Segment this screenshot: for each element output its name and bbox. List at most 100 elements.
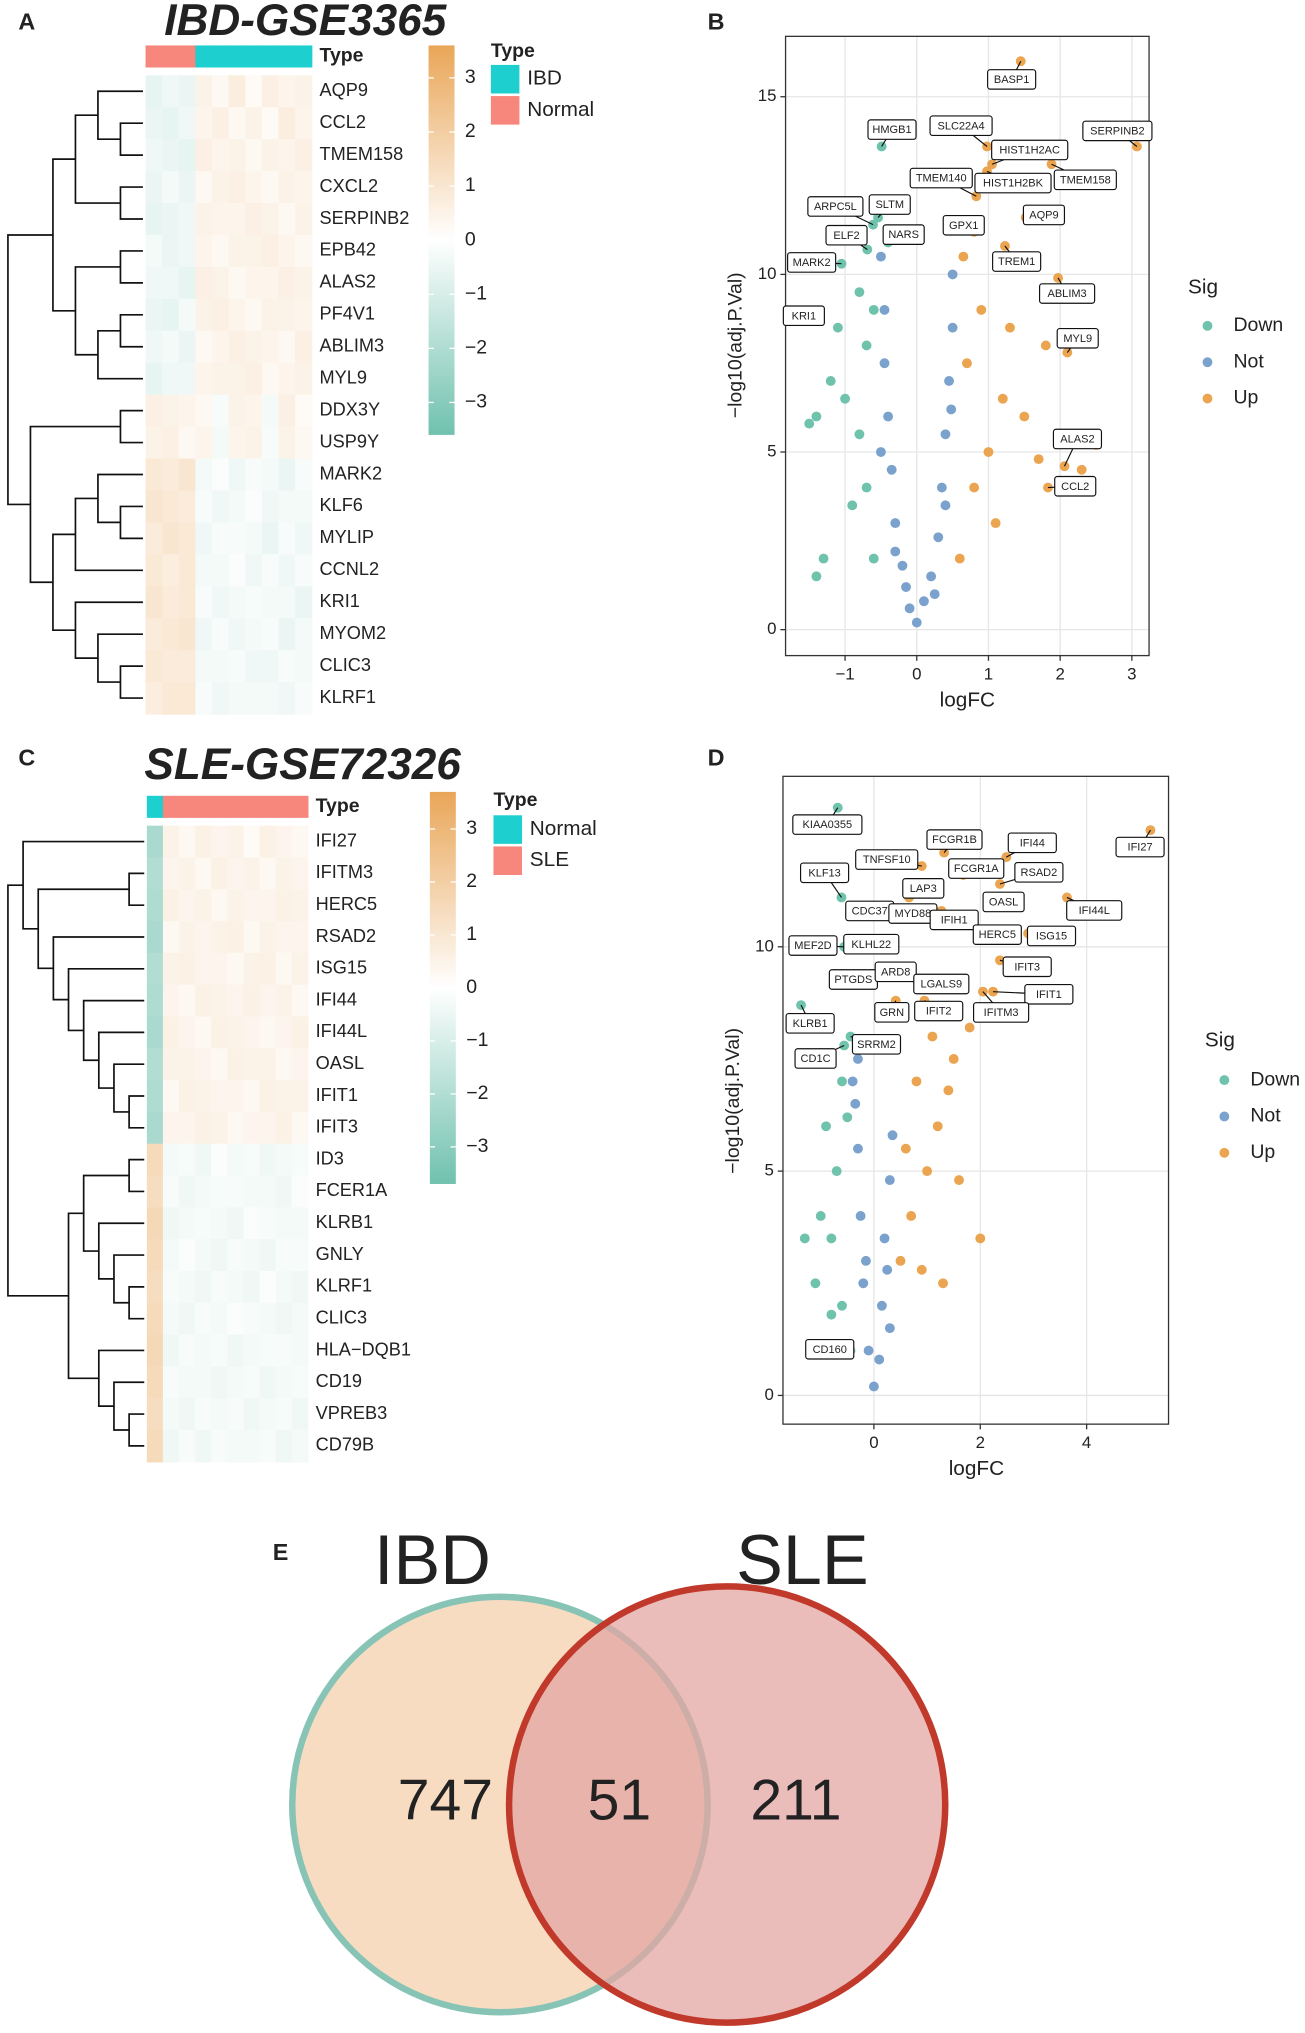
heatmap-cell <box>245 490 263 524</box>
point-label: GPX1 <box>949 220 978 232</box>
point-label: NARS <box>888 229 919 241</box>
dendrogram-branch <box>119 409 143 444</box>
point-label: ELF2 <box>833 230 859 242</box>
point <box>847 500 858 511</box>
legend-label: Not <box>1250 1105 1281 1127</box>
x-axis-title: logFC <box>949 1457 1004 1480</box>
annotation-cell <box>146 795 164 818</box>
label-box <box>782 305 825 327</box>
point-label: ARPC5L <box>814 201 857 213</box>
heatmap-cell <box>146 1048 164 1081</box>
heatmap-cell <box>145 618 163 651</box>
heatmap-cell <box>162 139 180 172</box>
colorbar-label: −2 <box>465 336 487 358</box>
heatmap-cell <box>227 1143 245 1177</box>
heatmap-cell <box>259 825 277 859</box>
point <box>936 482 947 493</box>
heatmap-cell <box>212 458 230 492</box>
dendrogram-branch <box>113 1063 145 1113</box>
heatmap-cell <box>162 1398 180 1431</box>
heatmap-cell <box>162 825 180 859</box>
heatmap-cell <box>162 921 180 954</box>
row-label: OASL <box>316 1053 364 1073</box>
row-label: MYLIP <box>320 527 375 547</box>
heatmap-cell <box>243 1175 261 1208</box>
x-tick-label: −1 <box>835 665 854 684</box>
heatmap-cell <box>245 458 263 492</box>
point <box>875 447 886 457</box>
dendrogram-branch <box>119 186 143 220</box>
label-box <box>868 194 911 215</box>
heatmap-cell <box>291 857 309 890</box>
heatmap-cell <box>227 921 245 954</box>
venn-count: 211 <box>750 1769 841 1833</box>
annotation-cell <box>195 45 213 68</box>
heatmap-cell <box>212 330 230 364</box>
heatmap-cell <box>146 1270 164 1304</box>
label-box <box>792 814 863 835</box>
label-box <box>805 1338 855 1360</box>
annotation-cell <box>243 795 261 818</box>
heatmap-cell <box>211 921 228 954</box>
dendrogram-branch <box>52 158 76 312</box>
annotation-cell <box>212 45 230 68</box>
set-label: SLE <box>736 1521 869 1599</box>
row-label: PF4V1 <box>320 304 376 324</box>
heatmap-cell <box>261 458 280 492</box>
point <box>879 1233 890 1244</box>
label-box <box>1022 204 1066 226</box>
heatmap-cell <box>245 362 263 396</box>
heatmap-cell <box>145 554 163 587</box>
heatmap-cell <box>195 107 213 140</box>
heatmap-cell <box>278 522 296 555</box>
point-label: FCGR1A <box>954 863 999 875</box>
heatmap-cell <box>179 1080 196 1113</box>
heatmap-cell <box>259 1048 277 1081</box>
heatmap-cell <box>245 234 263 268</box>
label-box <box>787 252 837 273</box>
heatmap-cell <box>162 298 180 332</box>
heatmap-cell <box>211 825 228 859</box>
heatmap-cell <box>259 1302 277 1336</box>
legend-label: Not <box>1233 350 1264 372</box>
point <box>1076 464 1087 475</box>
heatmap-cell <box>243 1366 261 1399</box>
point <box>901 582 911 592</box>
label-box <box>794 1048 837 1069</box>
heatmap-cell <box>145 458 163 492</box>
point-label: FCGR1B <box>932 834 977 846</box>
heatmap-cell <box>211 1048 228 1081</box>
heatmap-cell <box>195 394 213 428</box>
heatmap-cell <box>146 984 164 1018</box>
y-tick-label: 15 <box>758 86 777 105</box>
point-label: LGALS9 <box>920 979 962 991</box>
dendrogram-branch <box>7 234 53 506</box>
legend-swatch <box>493 846 523 875</box>
point-label: HIST1H2BK <box>983 178 1044 190</box>
heatmap-cell <box>295 203 313 236</box>
dendrogram-branch <box>128 872 145 907</box>
point <box>875 251 886 262</box>
heatmap-cell <box>259 1398 277 1431</box>
heatmap-cell <box>195 984 212 1018</box>
heatmap-cell <box>178 298 197 332</box>
heatmap-cell <box>146 1334 164 1368</box>
point <box>1033 454 1044 465</box>
heatmap-cell <box>228 554 246 587</box>
heatmap-cell <box>228 618 246 651</box>
heatmap-cell <box>211 1239 228 1272</box>
heatmap-cell <box>145 298 163 332</box>
heatmap-cell <box>145 75 163 108</box>
heatmap-cell <box>179 1270 196 1304</box>
heatmap-cell <box>278 394 296 428</box>
heatmap-cell <box>295 586 313 619</box>
row-label: RSAD2 <box>316 926 377 946</box>
point <box>1046 159 1057 170</box>
heatmap-cell <box>146 1175 164 1208</box>
heatmap-cell <box>195 1143 212 1177</box>
heatmap-cell <box>228 426 246 460</box>
label-box <box>1024 983 1074 1005</box>
heatmap-cell <box>211 1270 228 1304</box>
point <box>884 1323 895 1334</box>
point-label: BASP1 <box>994 74 1030 86</box>
